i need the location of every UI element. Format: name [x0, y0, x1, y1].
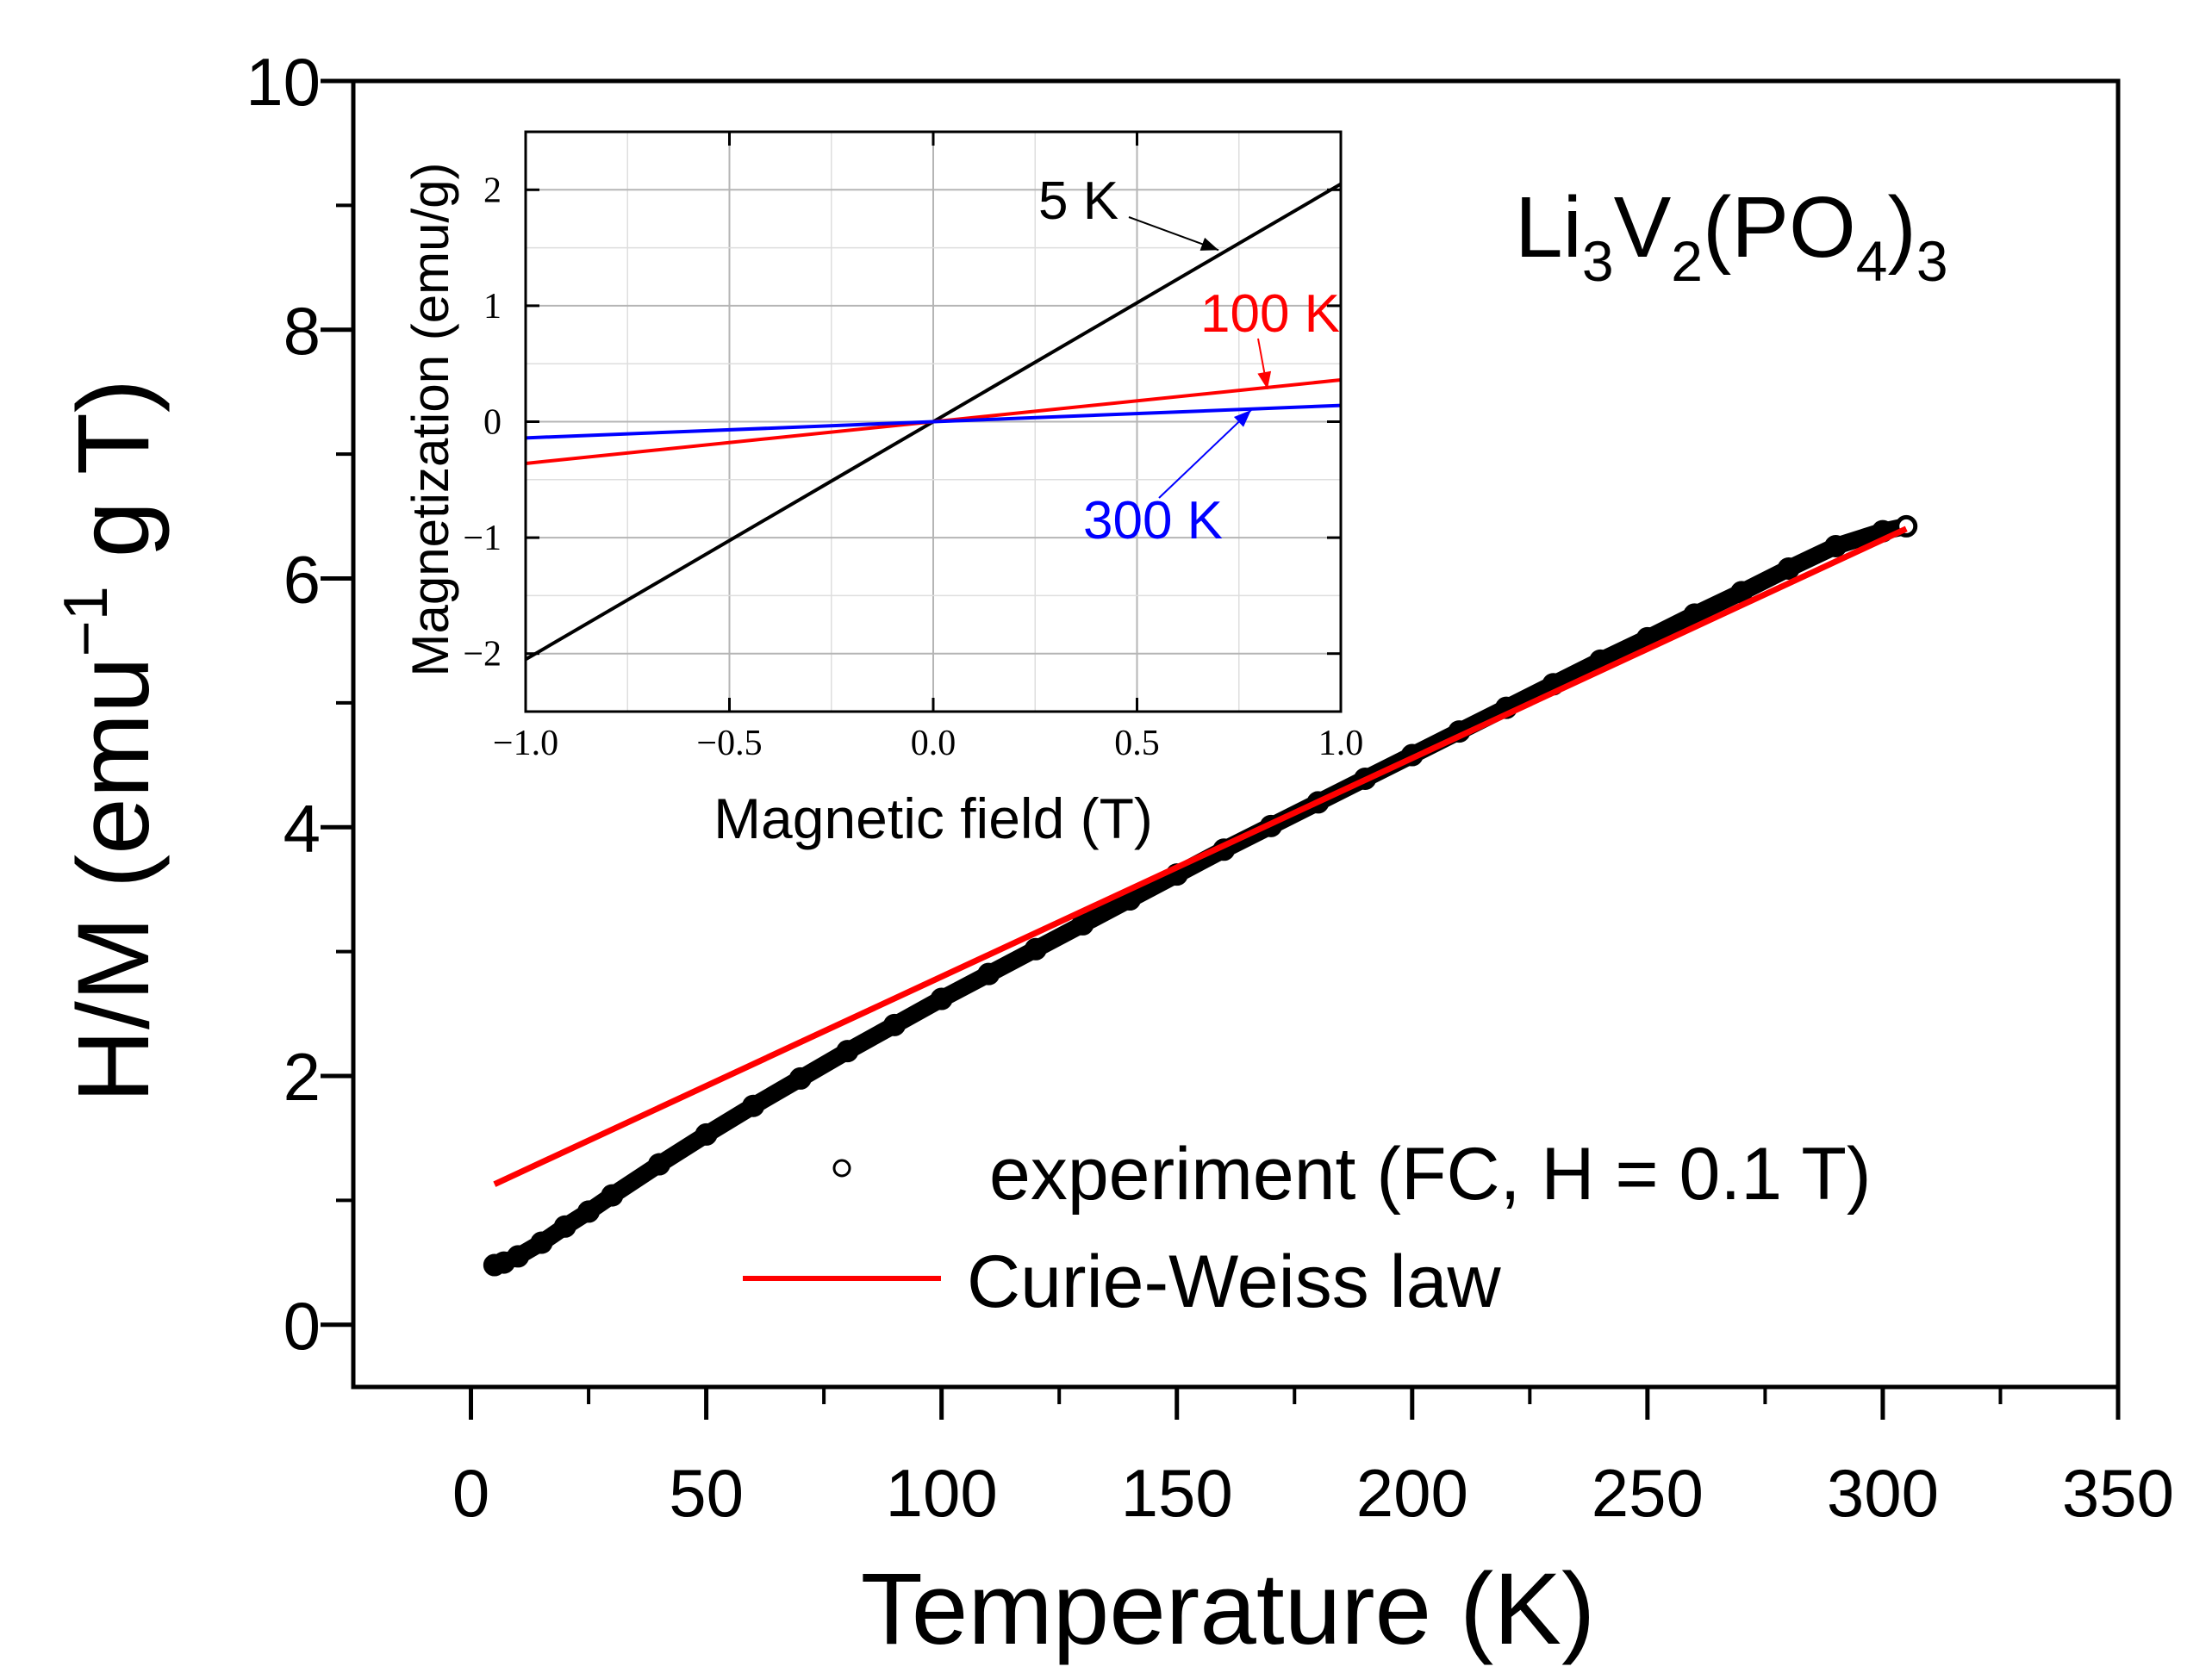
x-tick-label: 300 — [1827, 1455, 1939, 1531]
data-point — [930, 987, 953, 1011]
x-tick-label: 150 — [1121, 1455, 1233, 1531]
formula-part-v: V — [1614, 179, 1672, 276]
data-point — [507, 1245, 530, 1268]
data-point — [883, 1013, 907, 1036]
formula-part-po: (PO — [1703, 179, 1856, 276]
formula-sub-4: 4 — [1856, 229, 1888, 293]
data-point — [977, 962, 1000, 986]
data-point — [647, 1153, 670, 1176]
data-point — [695, 1122, 718, 1146]
inset-plot-frame — [524, 130, 1343, 713]
x-tick-label: 50 — [669, 1455, 744, 1531]
x-tick-label: 100 — [886, 1455, 998, 1531]
data-point — [788, 1066, 812, 1090]
inset-annotation-arrowhead — [1199, 237, 1219, 251]
main-plot-frame — [351, 78, 2121, 1390]
legend-label-curie-weiss: Curie-Weiss law — [967, 1241, 1502, 1323]
x-tick-label: 200 — [1356, 1455, 1468, 1531]
inset-series-300-k — [525, 403, 1342, 440]
x-tick-label: 350 — [2062, 1455, 2174, 1531]
inset-tick-labels: −1.0 −0.5 0.0 0.5 1.0 −2 −1 0 1 2 — [463, 171, 1363, 763]
inset-y-tick-label: −2 — [463, 635, 502, 675]
data-point — [836, 1040, 859, 1063]
inset-y-tick-label: 2 — [483, 171, 502, 210]
main-x-axis-label: Temperature (K) — [861, 1552, 1596, 1666]
data-point — [1024, 937, 1047, 961]
x-tick-label: 250 — [1592, 1455, 1704, 1531]
y-tick-label: 0 — [284, 1288, 321, 1364]
inset-annotation-arrow-line — [1158, 409, 1252, 499]
data-point — [1824, 534, 1847, 557]
inset-annotation-100-k: 100 K — [1200, 284, 1340, 344]
inset-x-tick-label: −1.0 — [493, 724, 558, 763]
formula-sub-3b: 3 — [1916, 229, 1948, 293]
data-point — [530, 1231, 553, 1254]
inset-annotation-5-k: 5 K — [1038, 171, 1118, 231]
y-tick-label: 6 — [284, 542, 321, 618]
y-tick-label: 4 — [284, 790, 321, 866]
legend-marker-experiment — [832, 1159, 851, 1178]
main-axis-ticks — [321, 78, 2121, 1420]
y-tick-label: 2 — [284, 1039, 321, 1115]
inset-series-layer — [524, 182, 1343, 662]
inset-x-tick-label: 1.0 — [1318, 724, 1364, 763]
inset-chart: −1.0 −0.5 0.0 0.5 1.0 −2 −1 0 1 2 5 K 100 K 300 K M… — [402, 130, 1363, 850]
y-tick-label: 8 — [284, 293, 321, 369]
inset-x-tick-label: −0.5 — [696, 724, 762, 763]
formula-part-paren: ) — [1888, 179, 1916, 276]
data-point — [577, 1200, 601, 1223]
y-label-superscript: −1 — [52, 586, 121, 656]
inset-y-tick-label: 0 — [483, 403, 502, 443]
formula-sub-3a: 3 — [1582, 229, 1614, 293]
inset-x-tick-label: 0.0 — [911, 724, 956, 763]
inset-y-axis-label: Magnetization (emu/g) — [402, 163, 459, 677]
inset-x-axis-label: Magnetic field (T) — [713, 787, 1153, 850]
formula-sub-2: 2 — [1671, 229, 1703, 293]
data-point — [553, 1215, 576, 1238]
inset-annotation-arrowhead — [1257, 370, 1272, 389]
legend-label-experiment: experiment (FC, H = 0.1 T) — [989, 1133, 1872, 1216]
main-y-axis-label: H/M (emu−1 g T) — [52, 379, 171, 1103]
formula-part-li: Li — [1515, 179, 1582, 276]
data-point — [742, 1094, 765, 1117]
y-label-base: H/M (emu — [57, 656, 171, 1103]
data-point — [601, 1184, 624, 1207]
main-series-layer — [483, 514, 1918, 1277]
inset-annotations: 5 K 100 K 300 K — [1038, 171, 1340, 550]
y-tick-label: 10 — [246, 44, 321, 120]
inset-y-tick-label: 1 — [483, 287, 502, 326]
compound-formula-label: Li3V2(PO4)3 — [1515, 179, 1948, 293]
inset-x-tick-label: 0.5 — [1114, 724, 1160, 763]
x-tick-label: 0 — [452, 1455, 489, 1531]
y-label-tail: g T) — [57, 379, 171, 586]
data-point — [1777, 557, 1800, 580]
inset-annotation-arrowhead — [1233, 410, 1251, 427]
legend: experiment (FC, H = 0.1 T) Curie-Weiss l… — [743, 1133, 1872, 1323]
inset-annotation-300-k: 300 K — [1083, 491, 1223, 550]
inset-y-tick-label: −1 — [463, 519, 502, 558]
series-curie-weiss-law — [493, 525, 1908, 1187]
